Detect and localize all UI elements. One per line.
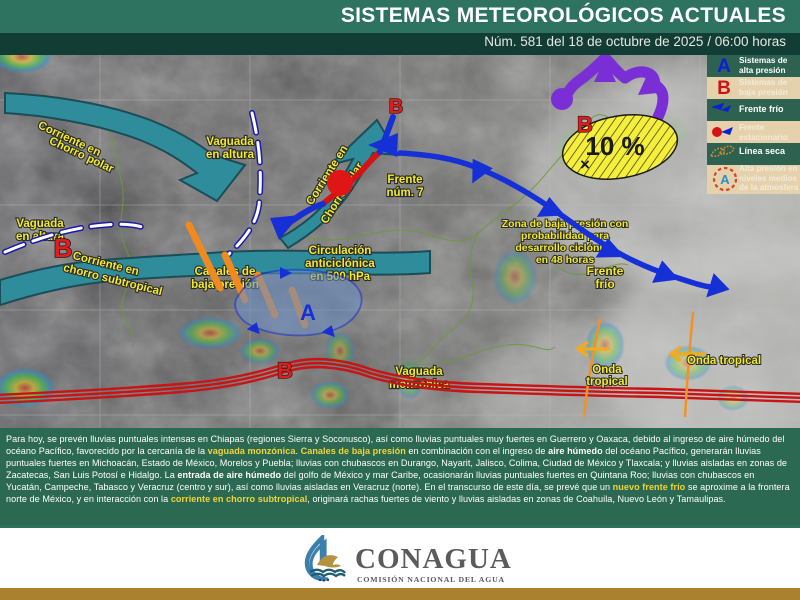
svg-text:tropical: tropical [586,376,628,388]
svg-text:×: × [580,155,590,174]
svg-text:Frente: Frente [587,264,624,278]
svg-text:B: B [577,112,593,137]
svg-text:frío: frío [595,277,614,291]
svg-text:Canales de: Canales de [195,266,256,278]
svg-text:Onda tropical: Onda tropical [687,355,761,367]
svg-text:Circulación: Circulación [309,245,372,257]
svg-text:10 %: 10 % [585,131,644,161]
svg-text:A: A [300,300,316,325]
svg-text:A: A [720,172,730,187]
svg-text:B: B [54,233,73,263]
svg-text:B: B [277,358,293,383]
svg-text:B: B [389,96,403,118]
svg-text:anticiclónica: anticiclónica [305,258,375,270]
svg-text:núm. 7: núm. 7 [386,187,423,199]
svg-text:en 48 horas: en 48 horas [536,254,595,266]
svg-text:Vaguada: Vaguada [16,218,64,230]
svg-text:Vaguada: Vaguada [206,136,254,148]
svg-text:Frente: Frente [387,174,422,186]
svg-text:Onda: Onda [592,364,622,376]
svg-text:en altura: en altura [206,149,255,161]
